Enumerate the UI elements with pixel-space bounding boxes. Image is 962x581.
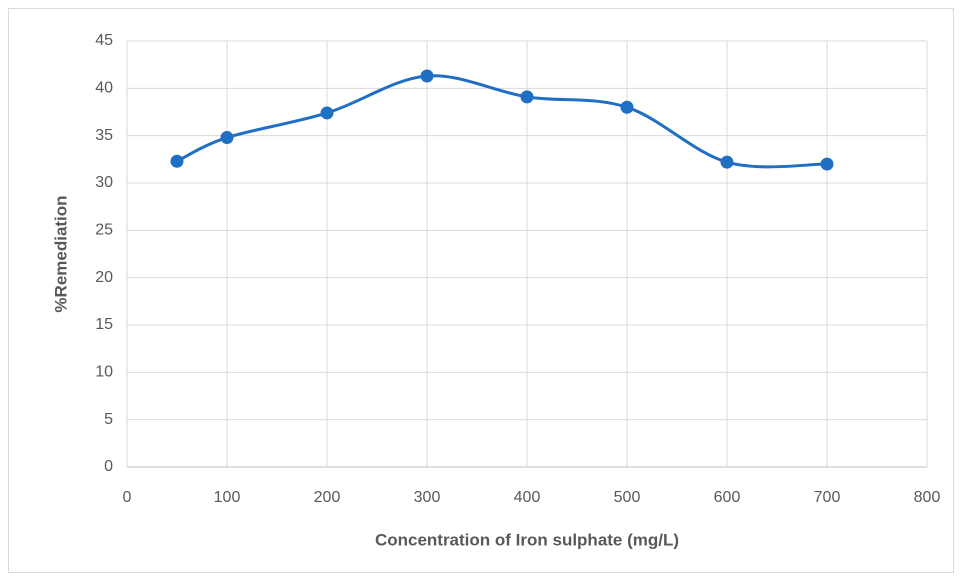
marker [220, 131, 234, 145]
x-tick-label: 300 [414, 489, 441, 506]
x-tick-label: 200 [314, 489, 341, 506]
y-tick-label: 15 [95, 316, 113, 333]
marker [520, 90, 534, 104]
y-axis-title: %Remediation [51, 195, 70, 312]
marker [420, 69, 434, 83]
x-tick-label: 600 [714, 489, 741, 506]
x-axis-title: Concentration of Iron sulphate (mg/L) [375, 530, 679, 549]
y-tick-label: 25 [95, 222, 113, 239]
chart-border [8, 8, 954, 573]
marker [820, 157, 834, 171]
x-tick-label: 700 [814, 489, 841, 506]
marker [320, 106, 334, 120]
x-tick-label: 800 [914, 489, 941, 506]
y-tick-label: 30 [95, 174, 113, 191]
marker [620, 100, 634, 114]
marker [720, 155, 734, 169]
y-tick-label: 45 [95, 32, 113, 49]
y-tick-label: 35 [95, 127, 113, 144]
marker [170, 154, 184, 168]
x-tick-label: 100 [214, 489, 241, 506]
y-tick-label: 10 [95, 364, 113, 381]
x-tick-label: 500 [614, 489, 641, 506]
x-tick-label: 400 [514, 489, 541, 506]
y-tick-label: 5 [104, 411, 113, 428]
y-tick-label: 0 [104, 458, 113, 475]
x-tick-label: 0 [123, 489, 132, 506]
y-tick-label: 40 [95, 80, 113, 97]
y-tick-label: 20 [95, 269, 113, 286]
